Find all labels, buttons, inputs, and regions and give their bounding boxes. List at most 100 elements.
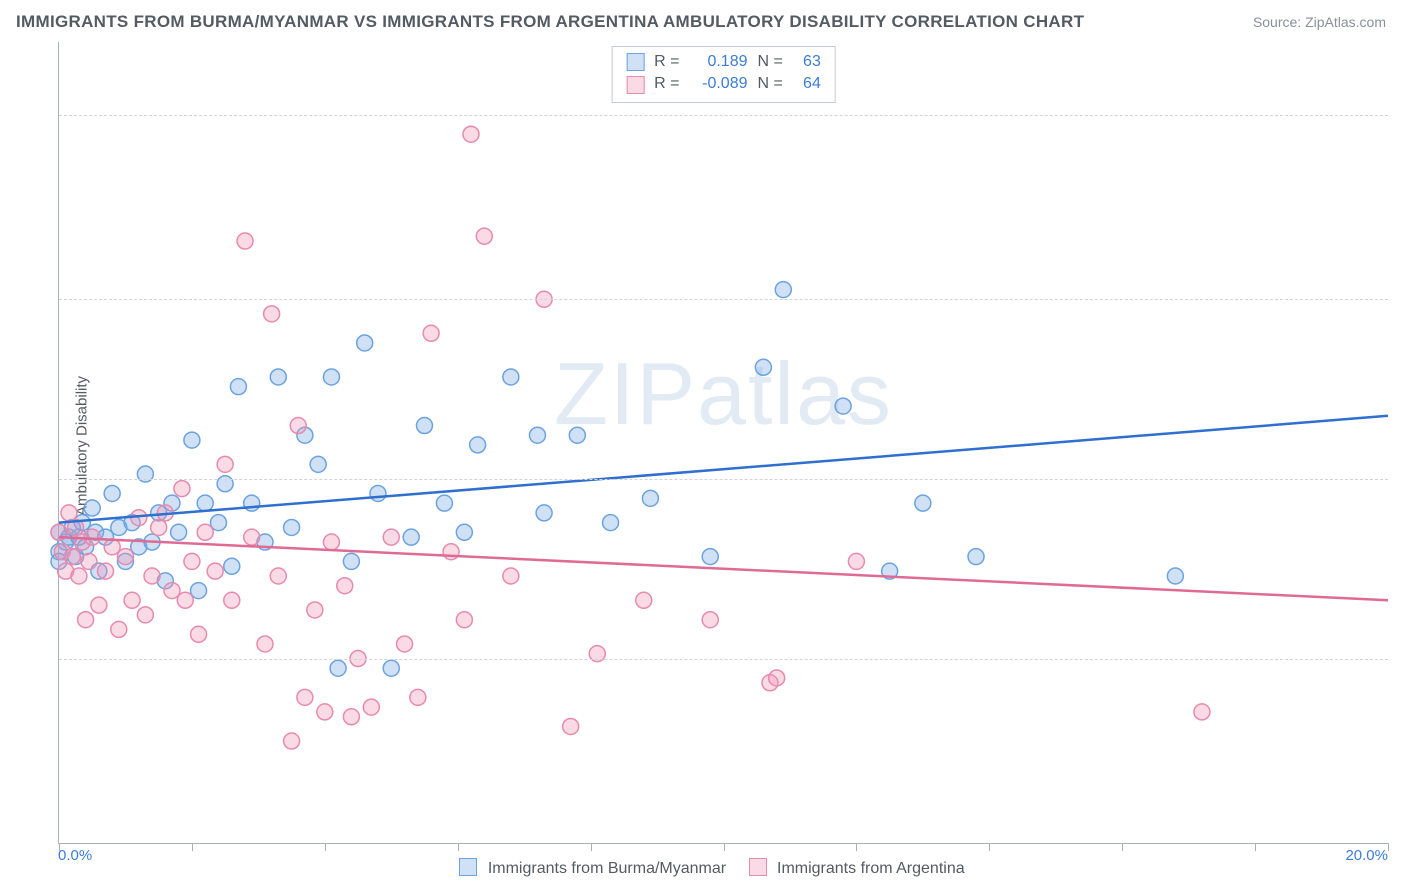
stat-row-series-1: R = 0.189 N = 63 bbox=[626, 51, 821, 73]
data-point bbox=[529, 427, 545, 443]
data-point bbox=[702, 612, 718, 628]
legend-swatch-2 bbox=[749, 858, 767, 876]
data-point bbox=[456, 524, 472, 540]
data-point bbox=[270, 369, 286, 385]
data-point bbox=[310, 456, 326, 472]
data-point bbox=[84, 500, 100, 516]
data-point bbox=[230, 379, 246, 395]
trend-line bbox=[59, 537, 1388, 600]
data-point bbox=[91, 597, 107, 613]
data-point bbox=[383, 529, 399, 545]
data-point bbox=[323, 369, 339, 385]
data-point bbox=[642, 490, 658, 506]
stat-swatch-2 bbox=[626, 76, 644, 94]
data-point bbox=[755, 359, 771, 375]
data-point bbox=[357, 335, 373, 351]
data-point bbox=[191, 626, 207, 642]
data-point bbox=[456, 612, 472, 628]
data-point bbox=[104, 485, 120, 501]
data-point bbox=[111, 621, 127, 637]
y-tick-label: 7.5% bbox=[1392, 470, 1406, 487]
data-point bbox=[503, 568, 519, 584]
plot-area: ZIPatlas R = 0.189 N = 63 R = -0.089 N =… bbox=[58, 42, 1388, 844]
data-point bbox=[290, 418, 306, 434]
data-point bbox=[363, 699, 379, 715]
data-point bbox=[476, 228, 492, 244]
data-point bbox=[244, 529, 260, 545]
data-point bbox=[1194, 704, 1210, 720]
data-point bbox=[410, 689, 426, 705]
bottom-legend: Immigrants from Burma/Myanmar Immigrants… bbox=[0, 858, 1406, 878]
data-point bbox=[443, 544, 459, 560]
data-point bbox=[81, 553, 97, 569]
stat-r-label-2: R = bbox=[654, 73, 679, 95]
data-point bbox=[71, 568, 87, 584]
data-point bbox=[403, 529, 419, 545]
data-point bbox=[416, 418, 432, 434]
data-point bbox=[184, 432, 200, 448]
data-point bbox=[702, 549, 718, 565]
data-point bbox=[264, 306, 280, 322]
stat-n-label-2: N = bbox=[758, 73, 783, 95]
data-point bbox=[968, 549, 984, 565]
legend-swatch-1 bbox=[459, 858, 477, 876]
data-point bbox=[343, 709, 359, 725]
data-point bbox=[383, 660, 399, 676]
data-point bbox=[769, 670, 785, 686]
data-point bbox=[323, 534, 339, 550]
data-point bbox=[174, 481, 190, 497]
data-point bbox=[343, 553, 359, 569]
stat-n-label-1: N = bbox=[758, 51, 783, 73]
data-point bbox=[184, 553, 200, 569]
data-point bbox=[423, 325, 439, 341]
data-point bbox=[207, 563, 223, 579]
data-point bbox=[284, 519, 300, 535]
data-point bbox=[284, 733, 300, 749]
data-point bbox=[337, 578, 353, 594]
scatter-svg bbox=[59, 42, 1388, 843]
data-point bbox=[217, 456, 233, 472]
data-point bbox=[137, 607, 153, 623]
data-point bbox=[835, 398, 851, 414]
data-point bbox=[224, 592, 240, 608]
legend-label-2: Immigrants from Argentina bbox=[777, 860, 965, 877]
data-point bbox=[144, 568, 160, 584]
stat-n-value-2: 64 bbox=[793, 73, 821, 95]
data-point bbox=[197, 495, 213, 511]
data-point bbox=[563, 718, 579, 734]
chart-container: IMMIGRANTS FROM BURMA/MYANMAR VS IMMIGRA… bbox=[0, 0, 1406, 892]
data-point bbox=[171, 524, 187, 540]
data-point bbox=[177, 592, 193, 608]
data-point bbox=[61, 505, 77, 521]
y-tick-label: 11.2% bbox=[1392, 291, 1406, 308]
data-point bbox=[237, 233, 253, 249]
trend-line bbox=[59, 416, 1388, 523]
data-point bbox=[636, 592, 652, 608]
data-point bbox=[224, 558, 240, 574]
y-tick-label: 3.8% bbox=[1392, 650, 1406, 667]
data-point bbox=[503, 369, 519, 385]
data-point bbox=[257, 636, 273, 652]
stat-swatch-1 bbox=[626, 53, 644, 71]
data-point bbox=[98, 563, 114, 579]
stat-n-value-1: 63 bbox=[793, 51, 821, 73]
chart-title: IMMIGRANTS FROM BURMA/MYANMAR VS IMMIGRA… bbox=[16, 12, 1084, 32]
data-point bbox=[78, 612, 94, 628]
data-point bbox=[197, 524, 213, 540]
data-point bbox=[436, 495, 452, 511]
data-point bbox=[117, 549, 133, 565]
data-point bbox=[463, 126, 479, 142]
correlation-stat-box: R = 0.189 N = 63 R = -0.089 N = 64 bbox=[611, 46, 836, 103]
data-point bbox=[603, 515, 619, 531]
data-point bbox=[124, 592, 140, 608]
data-point bbox=[297, 689, 313, 705]
data-point bbox=[84, 529, 100, 545]
legend-label-1: Immigrants from Burma/Myanmar bbox=[488, 860, 726, 877]
stat-r-value-1: 0.189 bbox=[690, 51, 748, 73]
data-point bbox=[775, 282, 791, 298]
data-point bbox=[569, 427, 585, 443]
data-point bbox=[848, 553, 864, 569]
stat-r-value-2: -0.089 bbox=[690, 73, 748, 95]
data-point bbox=[270, 568, 286, 584]
y-tick-label: 15.0% bbox=[1392, 106, 1406, 123]
